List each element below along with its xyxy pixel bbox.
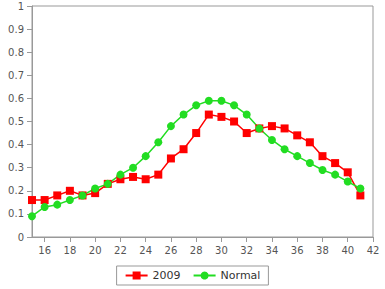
svg-text:26: 26 (165, 245, 178, 256)
svg-text:30: 30 (215, 245, 228, 256)
svg-text:16: 16 (38, 245, 51, 256)
svg-text:0: 0 (18, 232, 24, 243)
svg-text:Normal: Normal (221, 269, 261, 282)
svg-text:0.8: 0.8 (8, 47, 24, 58)
svg-text:36: 36 (291, 245, 304, 256)
svg-text:0.1: 0.1 (8, 208, 24, 219)
svg-text:0.7: 0.7 (8, 70, 24, 81)
svg-text:0.5: 0.5 (8, 116, 24, 127)
svg-text:0.9: 0.9 (8, 24, 24, 35)
svg-text:32: 32 (240, 245, 253, 256)
svg-text:20: 20 (89, 245, 102, 256)
svg-text:24: 24 (139, 245, 152, 256)
svg-text:0.6: 0.6 (8, 93, 24, 104)
svg-text:40: 40 (341, 245, 354, 256)
svg-text:0.3: 0.3 (8, 162, 24, 173)
svg-text:22: 22 (114, 245, 127, 256)
svg-text:0.2: 0.2 (8, 185, 24, 196)
svg-text:38: 38 (316, 245, 329, 256)
svg-text:34: 34 (266, 245, 279, 256)
svg-text:1: 1 (18, 1, 24, 12)
svg-text:2009: 2009 (153, 269, 181, 282)
svg-text:42: 42 (367, 245, 380, 256)
svg-text:28: 28 (190, 245, 203, 256)
svg-text:0.4: 0.4 (8, 139, 24, 150)
svg-text:18: 18 (64, 245, 77, 256)
